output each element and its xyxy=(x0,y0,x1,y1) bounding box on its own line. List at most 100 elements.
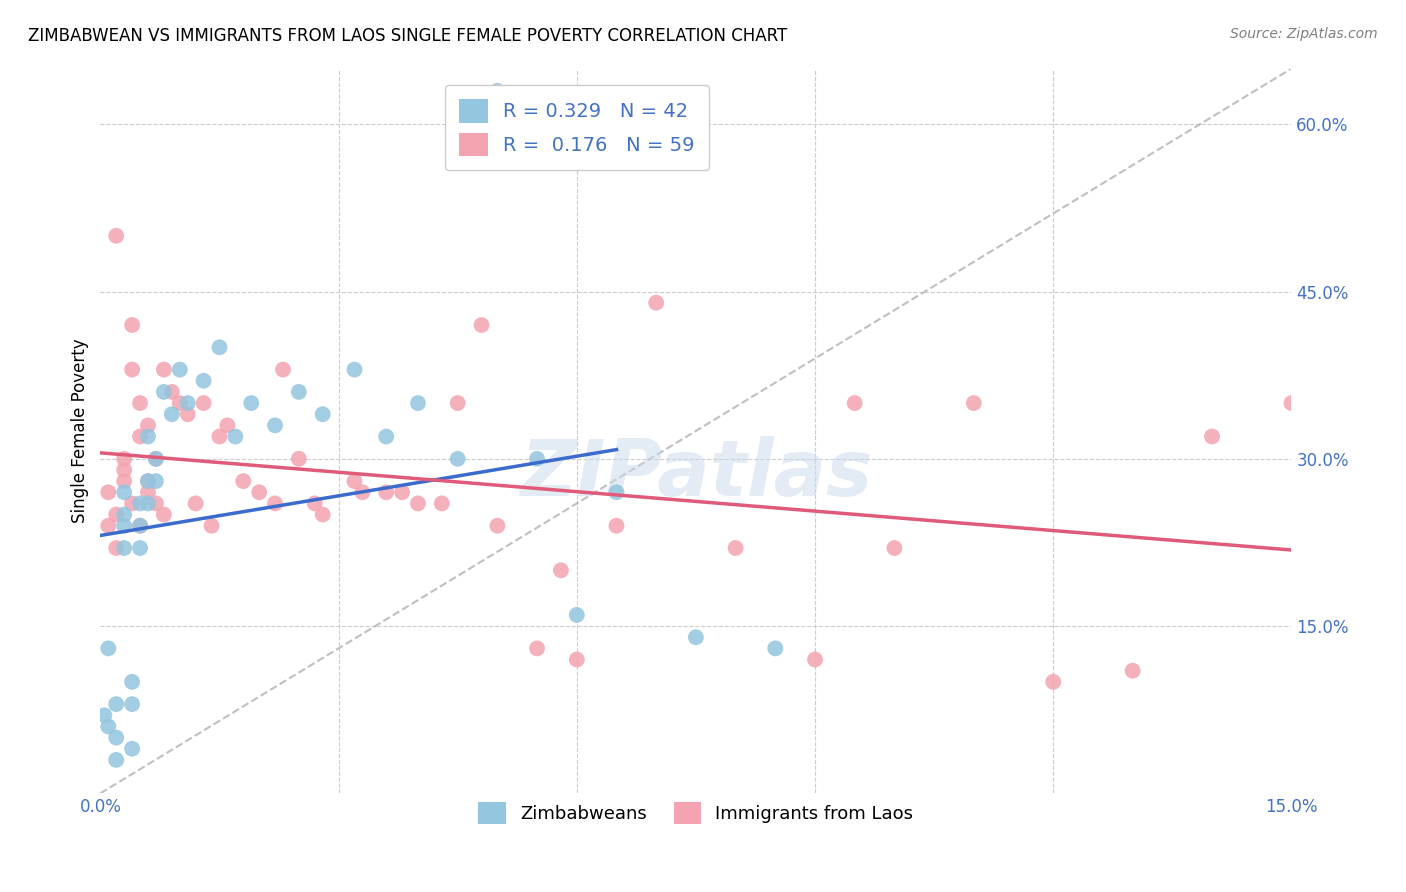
Point xyxy=(93,708,115,723)
Point xyxy=(550,563,572,577)
Point xyxy=(526,641,548,656)
Point xyxy=(240,396,263,410)
Point xyxy=(565,652,588,666)
Point xyxy=(406,396,429,410)
Point xyxy=(129,541,152,555)
Point xyxy=(129,496,152,510)
Point xyxy=(169,396,191,410)
Point xyxy=(176,407,198,421)
Point xyxy=(232,474,254,488)
Point xyxy=(97,485,120,500)
Point xyxy=(129,518,152,533)
Point xyxy=(97,518,120,533)
Point xyxy=(685,630,707,644)
Point xyxy=(208,429,231,443)
Point xyxy=(136,474,159,488)
Point xyxy=(105,731,128,745)
Point xyxy=(645,295,668,310)
Point xyxy=(883,541,905,555)
Point xyxy=(121,674,143,689)
Point xyxy=(264,418,287,433)
Point xyxy=(136,474,159,488)
Point xyxy=(153,508,176,522)
Text: ZIPatlas: ZIPatlas xyxy=(520,436,872,512)
Point xyxy=(1042,674,1064,689)
Point xyxy=(97,719,120,733)
Point xyxy=(160,384,183,399)
Point xyxy=(406,496,429,510)
Point xyxy=(136,496,159,510)
Point xyxy=(112,508,135,522)
Point xyxy=(136,418,159,433)
Point xyxy=(447,396,470,410)
Point xyxy=(121,496,143,510)
Point xyxy=(447,451,470,466)
Point xyxy=(605,518,627,533)
Point xyxy=(169,362,191,376)
Point xyxy=(153,384,176,399)
Point xyxy=(145,451,167,466)
Point xyxy=(375,485,398,500)
Point xyxy=(129,429,152,443)
Point xyxy=(105,508,128,522)
Point xyxy=(105,697,128,711)
Point xyxy=(193,374,215,388)
Point xyxy=(963,396,986,410)
Point xyxy=(486,518,509,533)
Point xyxy=(288,384,311,399)
Point xyxy=(1201,429,1223,443)
Point xyxy=(121,697,143,711)
Point xyxy=(193,396,215,410)
Point xyxy=(121,362,143,376)
Point xyxy=(97,641,120,656)
Point xyxy=(145,474,167,488)
Point xyxy=(176,396,198,410)
Point xyxy=(112,541,135,555)
Point xyxy=(112,451,135,466)
Point xyxy=(145,496,167,510)
Point xyxy=(105,541,128,555)
Point xyxy=(112,463,135,477)
Point xyxy=(430,496,453,510)
Point xyxy=(160,407,183,421)
Point xyxy=(343,474,366,488)
Point xyxy=(486,84,509,98)
Point xyxy=(208,340,231,354)
Point xyxy=(153,362,176,376)
Point xyxy=(121,318,143,332)
Point xyxy=(121,741,143,756)
Text: Source: ZipAtlas.com: Source: ZipAtlas.com xyxy=(1230,27,1378,41)
Point xyxy=(112,485,135,500)
Point xyxy=(312,508,335,522)
Point xyxy=(184,496,207,510)
Point xyxy=(470,318,492,332)
Point xyxy=(343,362,366,376)
Point xyxy=(304,496,326,510)
Point xyxy=(112,518,135,533)
Point xyxy=(288,451,311,466)
Point xyxy=(200,518,222,533)
Legend: Zimbabweans, Immigrants from Laos: Zimbabweans, Immigrants from Laos xyxy=(468,791,924,835)
Point xyxy=(375,429,398,443)
Point xyxy=(391,485,413,500)
Text: ZIMBABWEAN VS IMMIGRANTS FROM LAOS SINGLE FEMALE POVERTY CORRELATION CHART: ZIMBABWEAN VS IMMIGRANTS FROM LAOS SINGL… xyxy=(28,27,787,45)
Point xyxy=(136,485,159,500)
Point xyxy=(129,518,152,533)
Point xyxy=(112,474,135,488)
Point xyxy=(145,451,167,466)
Y-axis label: Single Female Poverty: Single Female Poverty xyxy=(72,339,89,524)
Point xyxy=(105,228,128,243)
Point xyxy=(352,485,374,500)
Point xyxy=(724,541,747,555)
Point xyxy=(565,607,588,622)
Point xyxy=(804,652,827,666)
Point xyxy=(526,451,548,466)
Point xyxy=(312,407,335,421)
Point xyxy=(129,396,152,410)
Point xyxy=(1122,664,1144,678)
Point xyxy=(105,753,128,767)
Point xyxy=(264,496,287,510)
Point xyxy=(844,396,866,410)
Point xyxy=(136,429,159,443)
Point xyxy=(763,641,786,656)
